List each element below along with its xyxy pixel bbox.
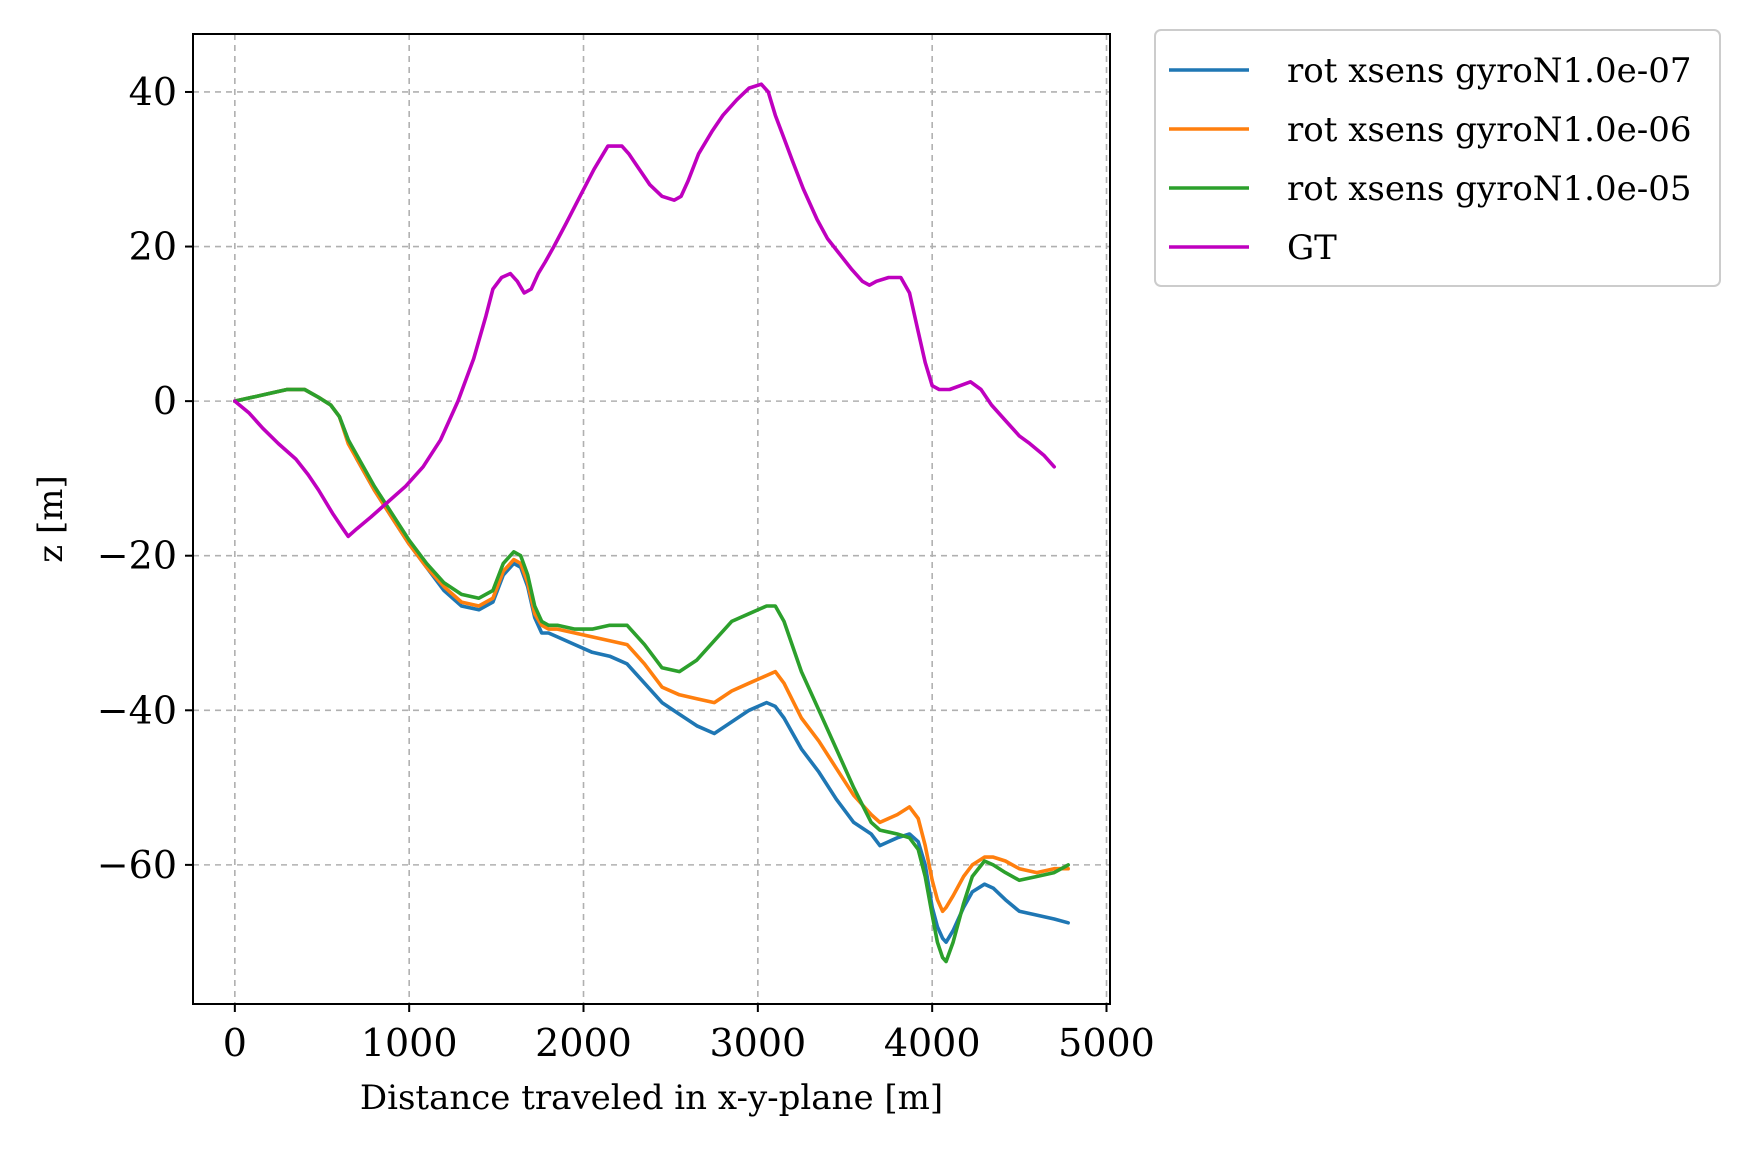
- y-tick-label: 0: [153, 379, 177, 423]
- x-tick-label: 3000: [709, 1021, 806, 1065]
- x-tick-label: 4000: [884, 1021, 981, 1065]
- legend: rot xsens gyroN1.0e-07 rot xsens gyroN1.0…: [1154, 29, 1721, 287]
- y-tick-label: −60: [97, 843, 177, 887]
- legend-label: rot xsens gyroN1.0e-06: [1287, 110, 1691, 150]
- x-tick-label: 2000: [535, 1021, 632, 1065]
- x-tick-label: 0: [223, 1021, 247, 1065]
- series-line-rot-xsens-gyron1-0e-07: [233, 387, 1070, 944]
- x-axis-label: Distance traveled in x-y-plane [m]: [360, 1078, 943, 1118]
- grid: [193, 34, 1110, 1004]
- y-tick-label: −40: [97, 688, 177, 732]
- series-line-rot-xsens-gyron1-0e-05: [233, 387, 1070, 964]
- legend-box: [1154, 29, 1721, 287]
- y-axis-label: z [m]: [31, 475, 71, 563]
- y-tick-label: 40: [129, 70, 177, 114]
- series-line-rot-xsens-gyron1-0e-06: [233, 387, 1070, 914]
- legend-label: rot xsens gyroN1.0e-07: [1287, 51, 1691, 91]
- y-tick-label: 20: [129, 225, 177, 269]
- axis-ticks: 0 1000 2000 3000 4000 5000 40 20 0 −20 −40 −60: [97, 70, 1155, 1065]
- legend-label: rot xsens gyroN1.0e-05: [1287, 169, 1691, 209]
- x-tick-label: 1000: [361, 1021, 458, 1065]
- plot-area-frame: [192, 33, 1111, 1005]
- series-lines: [233, 82, 1070, 964]
- x-tick-label: 5000: [1058, 1021, 1155, 1065]
- legend-label: GT: [1287, 228, 1337, 268]
- series-line-gt: [233, 82, 1056, 539]
- y-tick-label: −20: [97, 534, 177, 578]
